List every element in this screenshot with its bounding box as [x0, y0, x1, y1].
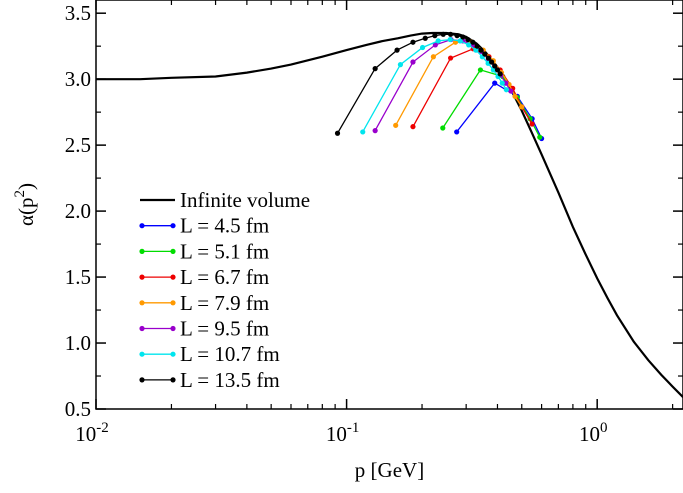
legend-marker [170, 351, 176, 357]
series-layer [96, 31, 683, 398]
x-tick-label: 10-1 [326, 420, 360, 446]
data-point [477, 67, 484, 73]
data-point [454, 33, 460, 39]
data-point [410, 59, 416, 65]
data-point [447, 55, 454, 61]
data-point [360, 129, 366, 135]
legend-marker [170, 223, 176, 229]
data-point [457, 38, 463, 44]
y-tick-label: 3.5 [65, 1, 91, 25]
plot-frame [95, 0, 683, 410]
data-point [494, 67, 501, 73]
data-point [529, 121, 535, 127]
data-point [482, 51, 488, 57]
x-tick-label-base: 10 [75, 422, 96, 446]
legend-label: L = 7.9 fm [180, 291, 269, 315]
data-point [440, 31, 446, 37]
data-point [499, 80, 505, 86]
legend-marker [139, 223, 145, 229]
ticks-layer: 0.51.01.52.02.53.03.510-2 10-1 100 [65, 0, 683, 446]
legend-label: L = 10.7 fm [180, 342, 280, 366]
legend-label: L = 6.7 fm [180, 265, 269, 289]
data-point [447, 36, 453, 43]
data-point [454, 129, 460, 135]
y-axis-label-base: α(p [14, 198, 38, 227]
data-point [430, 54, 436, 60]
data-point [492, 63, 498, 69]
y-tick-label: 3.0 [65, 67, 91, 91]
x-tick-label-base: 10 [579, 422, 600, 446]
y-tick-label: 1.5 [65, 265, 91, 289]
data-point [497, 71, 503, 77]
y-tick-label: 2.0 [65, 199, 91, 223]
legend-marker [170, 325, 176, 332]
data-point [372, 66, 378, 72]
series-line [96, 31, 683, 398]
legend-label: L = 5.1 fm [180, 239, 269, 263]
data-point [473, 47, 479, 53]
y-axis-label: α(p2) [12, 183, 38, 226]
y-tick-label: 0.5 [65, 397, 91, 421]
legend-marker [139, 300, 145, 306]
data-point [432, 33, 438, 39]
legend-marker [170, 300, 176, 306]
data-point [410, 124, 416, 130]
data-point [422, 35, 428, 41]
data-point [470, 39, 476, 45]
data-point [410, 39, 416, 45]
data-point [503, 87, 509, 93]
data-point [447, 31, 454, 37]
data-point [519, 104, 525, 110]
legend-label: L = 4.5 fm [180, 214, 269, 238]
x-axis-label: p [GeV] [355, 458, 424, 482]
data-point [334, 130, 341, 136]
x-tick-label: 100 [579, 420, 608, 446]
x-tick-label-exponent: -2 [96, 420, 109, 436]
y-tick-label: 2.5 [65, 133, 91, 157]
y-tick-label: 1.0 [65, 331, 91, 355]
x-tick-label-base: 10 [326, 422, 347, 446]
data-point [490, 67, 496, 73]
legend-marker [139, 248, 145, 254]
data-point [485, 55, 491, 61]
data-point [460, 34, 466, 40]
data-point [508, 88, 514, 94]
legend-label: L = 13.5 fm [180, 368, 280, 392]
data-point [492, 80, 498, 86]
legend-marker [139, 274, 145, 280]
data-point [465, 36, 471, 43]
data-point [419, 44, 426, 51]
data-point [393, 122, 399, 128]
data-point [394, 47, 400, 53]
data-point [474, 43, 480, 49]
legend-label: L = 9.5 fm [180, 317, 269, 341]
x-tick-label-exponent: 0 [600, 420, 608, 436]
data-point [503, 80, 509, 86]
legend-marker [170, 274, 176, 280]
legend-marker [139, 351, 145, 357]
x-tick-label-exponent: -1 [347, 420, 360, 436]
data-point [488, 59, 495, 65]
legend-marker [139, 325, 145, 332]
legend-marker [139, 377, 145, 383]
legend-marker [170, 377, 176, 383]
legend-marker [170, 248, 176, 254]
data-point [478, 47, 484, 53]
y-axis-label-close: ) [14, 183, 38, 190]
data-point [512, 93, 518, 99]
x-tick-label: 10-2 [75, 420, 109, 446]
data-point [397, 62, 404, 68]
data-point [432, 42, 438, 48]
data-point [466, 42, 472, 48]
data-point [537, 134, 543, 140]
legend-label: Infinite volume [180, 188, 310, 212]
data-point [435, 38, 441, 44]
y-axis-label-exponent: 2 [12, 190, 28, 198]
data-point [440, 125, 446, 131]
data-point [372, 128, 378, 134]
